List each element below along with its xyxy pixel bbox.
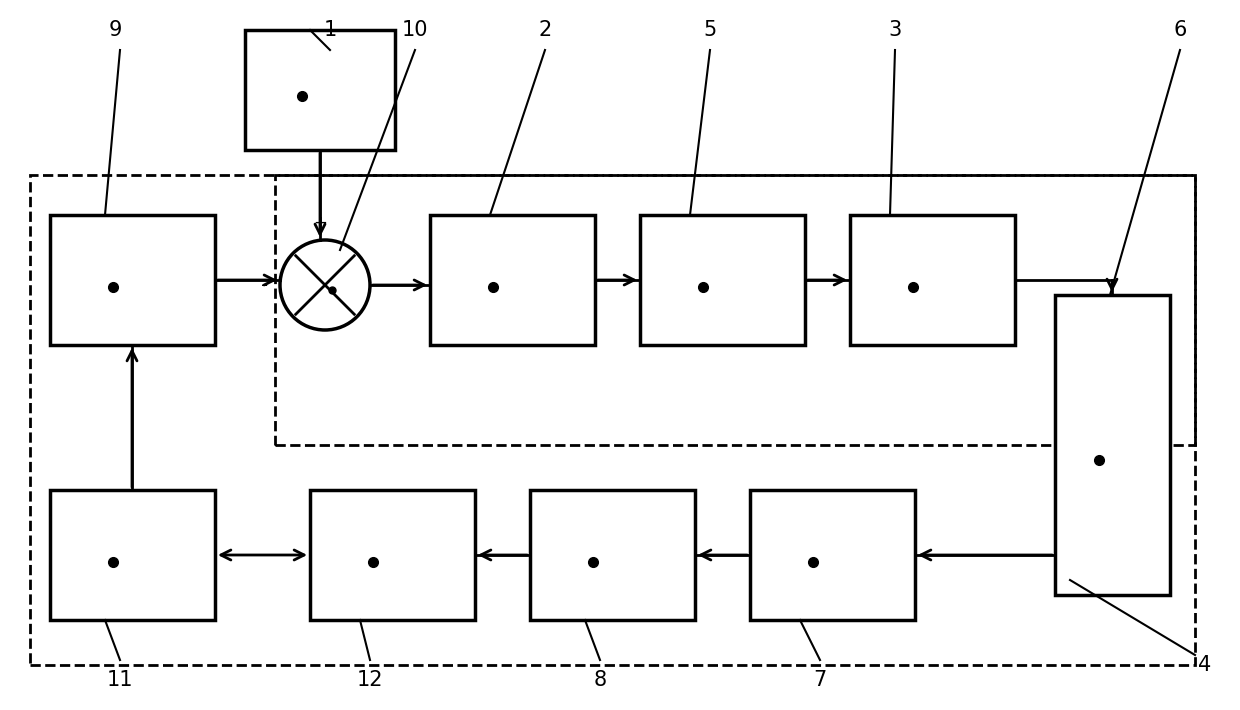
Text: +: +: [312, 214, 327, 232]
Text: 3: 3: [888, 20, 901, 40]
Bar: [50, 215, 215, 345]
Text: 2: 2: [538, 20, 552, 40]
Text: 1: 1: [324, 20, 336, 40]
Bar: [275, 175, 1195, 445]
Bar: [50, 490, 215, 620]
Text: 6: 6: [1173, 20, 1187, 40]
Bar: [529, 490, 694, 620]
Bar: [750, 490, 915, 620]
Bar: [30, 175, 1195, 665]
Circle shape: [280, 240, 370, 330]
Text: 10: 10: [402, 20, 428, 40]
Bar: [849, 215, 1016, 345]
Text: 9: 9: [108, 20, 122, 40]
Text: 5: 5: [703, 20, 717, 40]
Bar: [246, 30, 396, 150]
Text: -: -: [260, 275, 268, 295]
Bar: [1055, 295, 1171, 595]
Text: 7: 7: [813, 670, 827, 690]
Bar: [310, 490, 475, 620]
Text: 12: 12: [357, 670, 383, 690]
Bar: [430, 215, 595, 345]
Text: 8: 8: [594, 670, 606, 690]
Text: 4: 4: [1198, 655, 1211, 675]
Text: 11: 11: [107, 670, 133, 690]
Bar: [640, 215, 805, 345]
